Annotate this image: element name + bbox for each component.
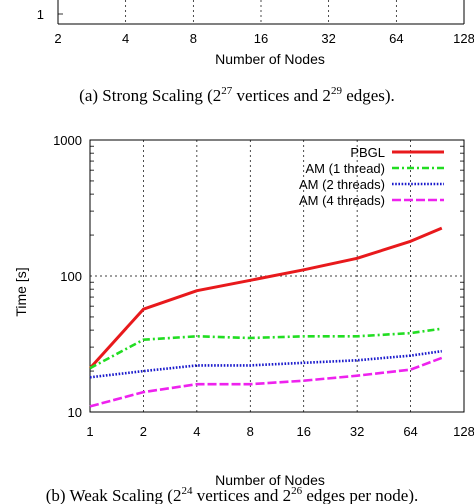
- series-line-am-1-thread: [89, 327, 442, 370]
- top-x-tick-labels: 2 4 8 16 32 64 128: [54, 31, 474, 46]
- top-grid: [125, 0, 397, 24]
- y-axis-label: Time [s]: [13, 267, 29, 316]
- x-tick-label: 128: [453, 424, 474, 439]
- series-lines: [88, 226, 443, 408]
- x-tick-label: 32: [350, 424, 364, 439]
- x-tick-label: 2: [140, 424, 147, 439]
- top-x-tick-label: 4: [122, 31, 129, 46]
- x-tick-label: 64: [403, 424, 417, 439]
- series-line-pbgl: [88, 226, 443, 370]
- x-tick-labels: 1 2 4 8 16 32 64 128: [86, 424, 474, 439]
- series-line-am-2-threads: [89, 349, 442, 379]
- legend-label: AM (4 threads): [299, 193, 385, 208]
- x-tick-label: 1: [86, 424, 93, 439]
- y-tick-labels: 10 100 1000: [53, 133, 82, 420]
- top-x-tick-label: 32: [321, 31, 335, 46]
- legend-label: AM (2 threads): [299, 177, 385, 192]
- top-x-tick-label: 64: [389, 31, 403, 46]
- y-tick-label: 10: [68, 405, 82, 420]
- caption-a: (a) Strong Scaling (227 vertices and 229…: [79, 85, 395, 105]
- series-line-am-4-threads: [89, 356, 443, 408]
- top-x-tick-label: 16: [254, 31, 268, 46]
- y-tick-label: 100: [60, 269, 82, 284]
- top-y-tick-label: 1: [37, 7, 44, 22]
- top-x-axis-label: Number of Nodes: [215, 51, 325, 67]
- top-x-tick-label: 8: [190, 31, 197, 46]
- x-tick-label: 8: [247, 424, 254, 439]
- top-x-tick-label: 128: [453, 31, 474, 46]
- plot-border: [89, 139, 465, 413]
- y-tick-label: 1000: [53, 133, 82, 148]
- legend-label: AM (1 thread): [306, 161, 385, 176]
- strong-scaling-panel: 1 2 4 8 16 32 64 128 Number of Nodes (a) Stron…: [37, 0, 474, 105]
- plot-frame: [89, 139, 465, 413]
- x-axis-label: Number of Nodes: [215, 472, 325, 488]
- x-tick-label: 16: [296, 424, 310, 439]
- legend-label: PBGL: [350, 145, 385, 160]
- caption-b: (b) Weak Scaling (224 vertices and 226 e…: [46, 485, 418, 504]
- top-plot-frame: [57, 0, 465, 25]
- x-tick-label: 4: [193, 424, 200, 439]
- top-x-tick-label: 2: [54, 31, 61, 46]
